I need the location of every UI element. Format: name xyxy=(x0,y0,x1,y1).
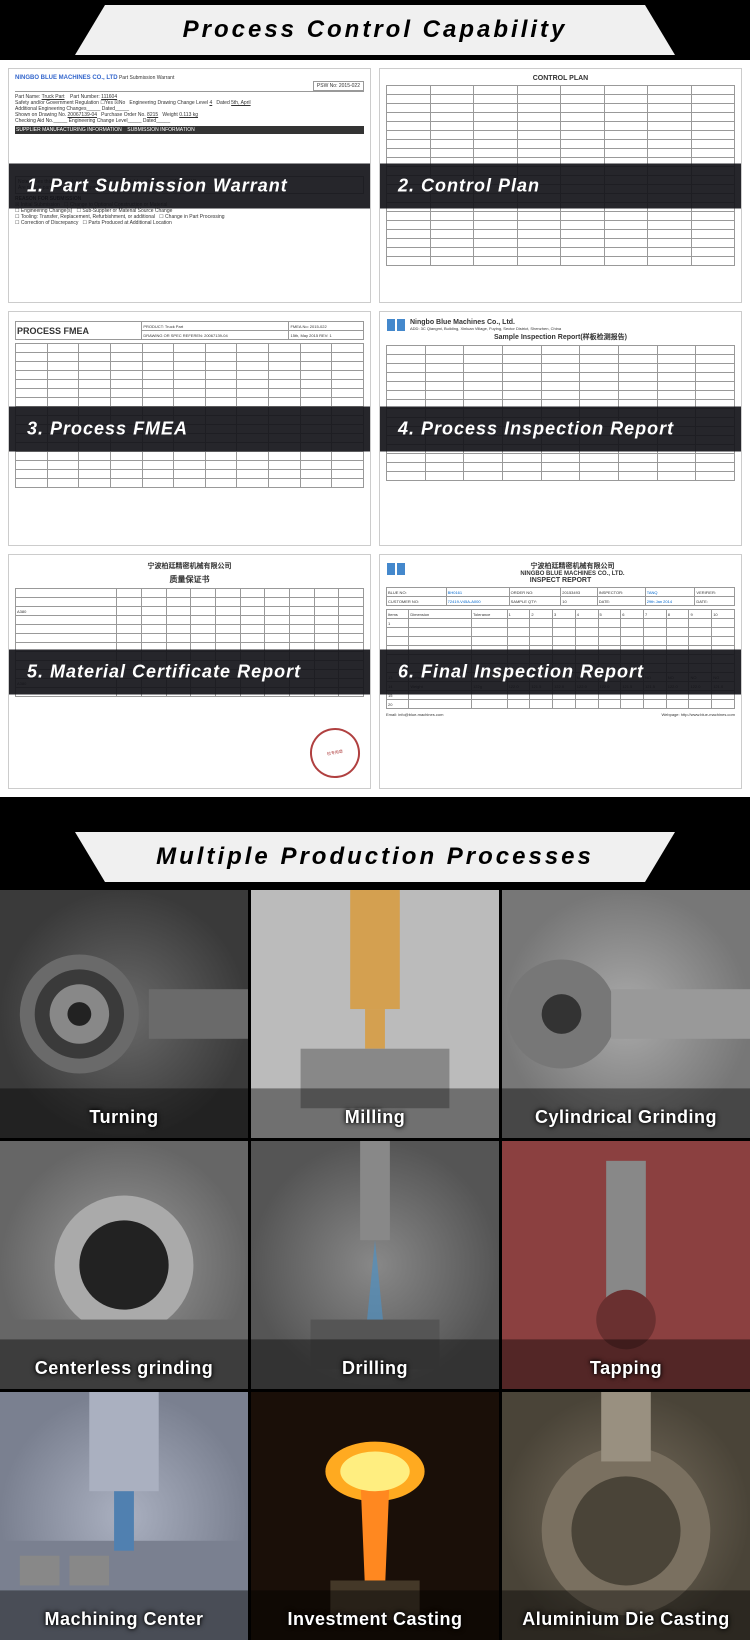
process-cell: Milling xyxy=(251,890,499,1138)
doc-process-fmea: PROCESS FMEA PRODUCT: Truck Part FMEA No… xyxy=(8,311,371,546)
doc-final-inspection-report: 宁波柏廷精密机械有限公司 NINGBO BLUE MACHINES CO., L… xyxy=(379,554,742,789)
process-image xyxy=(502,890,750,1138)
process-label: Machining Center xyxy=(0,1609,248,1630)
stamp-icon: 检专用章 xyxy=(306,724,364,782)
doc-material-certificate: 宁波柏廷精密机械有限公司 质量保证书 A380 A380 检专用章 5. Mat… xyxy=(8,554,371,789)
process-image xyxy=(502,1141,750,1389)
section-header-process-control: Process Control Capability xyxy=(0,0,750,60)
process-image xyxy=(0,1141,248,1389)
process-label: Aluminium Die Casting xyxy=(502,1609,750,1630)
process-cell: Tapping xyxy=(502,1141,750,1389)
processes-grid: Turning Milling xyxy=(0,887,750,1640)
section-header-production-processes: Multiple Production Processes xyxy=(0,827,750,887)
logo-icon xyxy=(386,318,406,332)
doc-process-inspection-report: Ningbo Blue Machines Co., Ltd. ADD: 3C Q… xyxy=(379,311,742,546)
process-cell: Drilling xyxy=(251,1141,499,1389)
doc-overlay-label: 2. Control Plan xyxy=(380,163,741,208)
doc-overlay-label: 3. Process FMEA xyxy=(9,406,370,451)
process-cell: Machining Center xyxy=(0,1392,248,1640)
process-cell: Turning xyxy=(0,890,248,1138)
process-image xyxy=(502,1392,750,1640)
process-label: Milling xyxy=(251,1107,499,1128)
process-cell: Cylindrical Grinding xyxy=(502,890,750,1138)
process-image xyxy=(251,1141,499,1389)
process-image xyxy=(0,1392,248,1640)
process-image xyxy=(251,1392,499,1640)
doc-control-plan: CONTROL PLAN xyxy=(379,68,742,303)
process-cell: Centerless grinding xyxy=(0,1141,248,1389)
process-image xyxy=(0,890,248,1138)
process-cell: Aluminium Die Casting xyxy=(502,1392,750,1640)
process-label: Tapping xyxy=(502,1358,750,1379)
doc-overlay-label: 5. Material Certificate Report xyxy=(9,649,370,694)
process-label: Investment Casting xyxy=(251,1609,499,1630)
process-cell: Investment Casting xyxy=(251,1392,499,1640)
section-title: Multiple Production Processes xyxy=(156,843,594,871)
documents-grid: NINGBO BLUE MACHINES CO., LTD Part Submi… xyxy=(0,60,750,797)
process-label: Drilling xyxy=(251,1358,499,1379)
process-label: Turning xyxy=(0,1107,248,1128)
divider xyxy=(0,797,750,827)
doc-company: NINGBO BLUE MACHINES CO., LTD xyxy=(15,75,118,81)
process-image xyxy=(251,890,499,1138)
doc-overlay-label: 6. Final Inspection Report xyxy=(380,649,741,694)
doc-part-submission-warrant: NINGBO BLUE MACHINES CO., LTD Part Submi… xyxy=(8,68,371,303)
process-label: Centerless grinding xyxy=(0,1358,248,1379)
logo-icon xyxy=(386,562,406,576)
doc-overlay-label: 1. Part Submission Warrant xyxy=(9,163,370,208)
process-label: Cylindrical Grinding xyxy=(502,1107,750,1128)
section-title: Process Control Capability xyxy=(183,16,568,44)
doc-overlay-label: 4. Process Inspection Report xyxy=(380,406,741,451)
